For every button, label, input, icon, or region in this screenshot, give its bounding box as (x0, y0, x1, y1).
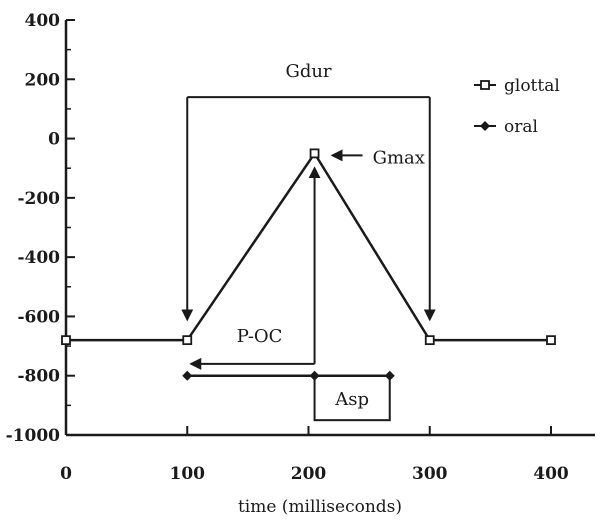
x-axis-title: time (milliseconds) (238, 497, 402, 517)
gmax-label: Gmax (373, 147, 425, 168)
x-tick-label: 0 (60, 464, 72, 484)
gdur-label: Gdur (285, 61, 331, 82)
y-tick-label: -400 (17, 248, 60, 268)
x-axis-ticks: 0 100 200 300 400 (60, 426, 569, 484)
annotation-layer: Gdur Gmax P-OC Asp (181, 61, 436, 422)
data-point-glottal (546, 335, 556, 346)
y-axis-ticks: 400 200 0 -200 -400 -600 -800 -1000 (6, 11, 75, 446)
data-point-oral (182, 370, 193, 381)
x-tick-label: 300 (412, 464, 448, 484)
y-tick-label: 200 (25, 70, 61, 90)
asp-label: Asp (334, 389, 369, 410)
legend-marker-oral (480, 121, 490, 131)
legend-marker-glottal (480, 80, 490, 90)
series-layer (61, 148, 556, 381)
x-tick-label: 400 (533, 464, 569, 484)
x-tick-label: 100 (170, 464, 206, 484)
y-tick-label: -200 (17, 189, 60, 209)
legend-label-oral: oral (504, 117, 538, 137)
data-point-glottal (424, 335, 435, 346)
y-tick-label: 400 (25, 11, 61, 31)
y-tick-label: -1000 (6, 426, 61, 446)
data-point-glottal (182, 335, 193, 346)
y-tick-label: 0 (48, 130, 60, 150)
legend-label-glottal: glottal (504, 76, 560, 96)
x-tick-label: 200 (291, 464, 327, 484)
series-line-glottal (66, 151, 551, 342)
data-point-oral (384, 370, 395, 381)
legend: glottal oral (474, 76, 560, 137)
data-point-glottal (61, 335, 71, 346)
poc-label: P-OC (237, 326, 283, 347)
data-point-glottal (309, 148, 320, 159)
y-tick-label: -600 (17, 307, 60, 327)
y-tick-label: -800 (17, 367, 60, 387)
data-point-oral (309, 370, 320, 381)
